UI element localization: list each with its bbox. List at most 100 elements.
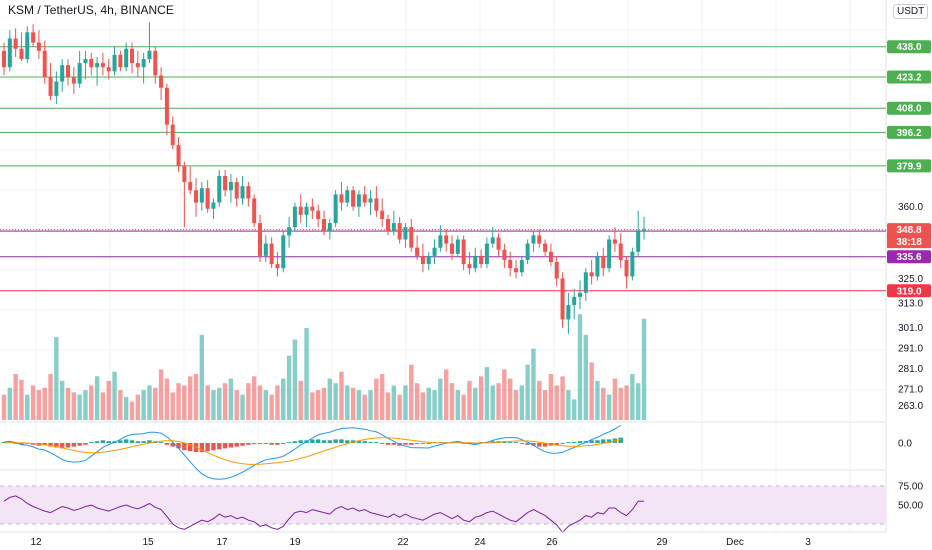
- volume-bar: [269, 394, 274, 420]
- volume-bar: [135, 394, 141, 420]
- volume-bar: [228, 378, 234, 420]
- candle-body: [484, 243, 489, 265]
- volume-bar: [281, 378, 286, 420]
- candle-body: [432, 247, 437, 256]
- candle: [578, 280, 582, 310]
- candle-body: [106, 67, 111, 72]
- candle: [48, 63, 53, 101]
- candle: [19, 32, 24, 62]
- macd-histogram-bar: [106, 441, 111, 443]
- volume-bar: [589, 362, 594, 420]
- candle-body: [496, 237, 501, 250]
- candle-body: [444, 235, 449, 244]
- volume-bar: [147, 385, 152, 420]
- candle-body: [356, 194, 361, 207]
- candle: [281, 231, 286, 273]
- price-tick-label: 301.0: [898, 323, 923, 334]
- volume-bar: [217, 387, 222, 420]
- candle: [89, 52, 94, 76]
- candle: [362, 186, 367, 207]
- candle: [100, 52, 105, 76]
- price-tick-label: 325.0: [898, 274, 923, 285]
- time-tick-label: 19: [289, 537, 301, 548]
- price-tick-label: 291.0: [898, 344, 923, 355]
- candle-body: [333, 194, 338, 224]
- candle: [589, 259, 594, 285]
- currency-button[interactable]: USDT: [893, 4, 929, 19]
- candle-body: [199, 188, 204, 203]
- candle-body: [124, 48, 129, 68]
- candle: [298, 194, 303, 224]
- candle-body: [531, 235, 536, 244]
- volume-bar: [193, 374, 199, 420]
- volume-bar: [211, 390, 216, 420]
- candle-body: [304, 206, 309, 215]
- macd-histogram-bar: [298, 440, 303, 443]
- volume-bar: [548, 374, 554, 420]
- candle: [71, 67, 76, 94]
- time-tick-label: 26: [546, 537, 558, 548]
- price-tick-label: 263.0: [898, 401, 923, 412]
- candle: [54, 71, 59, 105]
- macd-histogram-bar: [54, 443, 59, 448]
- macd-histogram-bar: [158, 442, 164, 443]
- volume-bar: [345, 385, 350, 420]
- candle: [386, 214, 390, 236]
- macd-histogram-bar: [135, 441, 141, 443]
- volume-bar: [513, 390, 519, 420]
- candle-body: [258, 223, 262, 256]
- macd-tick-label: 0.0: [898, 439, 912, 450]
- volume-bar: [385, 392, 391, 420]
- candle-body: [25, 32, 30, 60]
- candle: [304, 202, 309, 228]
- candle-body: [42, 50, 47, 78]
- level-badge-label: 379.9: [896, 161, 921, 172]
- candle: [287, 216, 292, 248]
- volume-bar: [310, 392, 315, 420]
- rsi-pane: [0, 485, 886, 534]
- macd-histogram-bar: [281, 443, 286, 444]
- candle: [240, 175, 245, 205]
- candle: [642, 216, 646, 240]
- macd-histogram-bar: [19, 443, 24, 445]
- candle-body: [362, 194, 367, 203]
- volume-bar: [71, 392, 77, 420]
- candle-body: [490, 237, 495, 244]
- level-badge: 423.2: [887, 70, 931, 84]
- candle: [455, 235, 460, 256]
- candle: [228, 173, 233, 203]
- time-tick-label: 3: [805, 537, 811, 548]
- candle: [13, 28, 18, 57]
- volume-bar: [65, 387, 71, 420]
- macd-histogram-bar: [71, 443, 77, 447]
- volume-bar: [420, 392, 426, 420]
- candle: [36, 30, 41, 60]
- candle-body: [275, 264, 280, 269]
- volume-bar: [298, 380, 303, 420]
- volume-bar: [473, 387, 478, 420]
- candle-body: [479, 255, 484, 265]
- volume-bar: [490, 385, 495, 420]
- macd-histogram-bar: [100, 440, 106, 443]
- macd-histogram-bar: [571, 442, 577, 443]
- candle-body: [426, 255, 431, 265]
- candle: [438, 225, 443, 252]
- countdown-badge: 38:18: [887, 236, 931, 249]
- level-badge-label: 438.0: [896, 42, 921, 53]
- candle-body: [31, 32, 36, 43]
- volume-bar: [577, 314, 583, 420]
- volume-bar: [304, 328, 309, 420]
- macd-histogram-bar: [490, 441, 495, 443]
- candle-body: [642, 229, 646, 232]
- macd-histogram-bar: [246, 443, 251, 445]
- macd-line: [3, 425, 621, 480]
- volume-bar: [519, 385, 525, 420]
- price-tick-label: 271.0: [898, 385, 923, 396]
- price-tick-label: 360.0: [898, 202, 923, 213]
- candle: [618, 233, 623, 269]
- candle: [484, 237, 489, 269]
- macd-histogram-bar: [385, 443, 391, 445]
- candle: [124, 42, 129, 72]
- level-badge: 396.2: [887, 125, 931, 139]
